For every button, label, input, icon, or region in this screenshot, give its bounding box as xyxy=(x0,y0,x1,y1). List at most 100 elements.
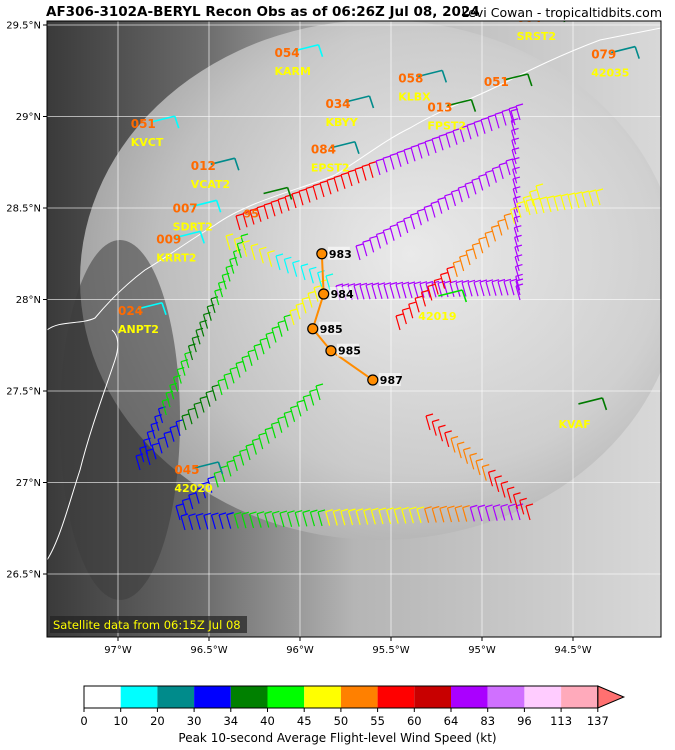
flight-barb xyxy=(284,196,290,211)
flight-barb-flag xyxy=(515,283,524,287)
flight-barb-flag xyxy=(529,189,537,193)
flight-barb-flag xyxy=(223,372,232,376)
colorbar-segment xyxy=(230,686,268,708)
flight-barb xyxy=(497,221,503,236)
flight-barb-flag xyxy=(187,407,196,411)
flight-barb-flag xyxy=(479,279,488,283)
station-id: KBYY xyxy=(325,116,358,129)
flight-barb xyxy=(443,282,449,298)
longitude-labels: 97°W 96.5°W 96°W 95.5°W 95°W 94.5°W xyxy=(104,637,592,656)
flight-barb-flag xyxy=(452,128,461,132)
lon-label: 97°W xyxy=(104,645,132,656)
flight-barb-flag xyxy=(401,506,409,510)
flight-barb xyxy=(512,494,519,509)
flight-barb-flag xyxy=(377,282,386,286)
flight-barb xyxy=(459,256,465,272)
station-value: 058 xyxy=(398,71,423,85)
flight-barb-flag xyxy=(272,510,280,514)
station-barb-flag xyxy=(470,99,477,112)
flight-barb xyxy=(456,443,462,459)
flight-barb-flag xyxy=(335,283,344,287)
colorbar-arrow xyxy=(597,685,626,709)
flight-barb xyxy=(195,330,201,345)
flight-barb-flag xyxy=(581,190,590,194)
flight-barb-flag xyxy=(253,343,262,347)
flight-barb xyxy=(511,140,517,155)
center-label-bg xyxy=(318,321,341,335)
flight-barb-flag xyxy=(312,183,321,187)
flight-barb xyxy=(581,192,587,208)
flight-barb xyxy=(446,268,452,283)
flight-barb xyxy=(332,511,338,526)
flight-barb-flag xyxy=(497,218,505,223)
flight-barb-flag xyxy=(145,448,154,452)
colorbar-tick-label: 20 xyxy=(150,714,165,728)
flight-barb xyxy=(478,239,484,254)
flight-barb xyxy=(193,404,199,419)
station-id: KLBX xyxy=(398,90,431,103)
flight-barb-flag xyxy=(395,281,404,285)
flight-barb xyxy=(175,421,181,436)
flight-barb-flag xyxy=(461,279,470,284)
flight-barb-flag xyxy=(508,503,516,507)
flight-barb-flag xyxy=(513,492,521,496)
flight-barb xyxy=(515,276,521,291)
flight-barb-flag xyxy=(395,313,404,317)
flight-barb xyxy=(512,188,518,203)
flight-barb xyxy=(157,408,164,424)
flight-barb xyxy=(395,284,401,299)
flight-barb-flag xyxy=(432,505,440,510)
flight-barb-flag xyxy=(347,283,356,287)
flight-barb xyxy=(236,243,242,259)
flight-barb xyxy=(382,230,388,245)
flight-barb-flag xyxy=(459,125,468,129)
flight-barb-flag xyxy=(383,227,391,232)
flight-barb-flag xyxy=(419,281,428,285)
flight-barb-flag xyxy=(226,459,235,463)
station-value: 007 xyxy=(173,201,198,215)
flight-barb xyxy=(595,190,601,206)
flight-barb xyxy=(302,512,308,527)
flight-barb-flag xyxy=(514,234,522,238)
flight-barb xyxy=(263,204,269,220)
colorbar xyxy=(83,685,626,709)
lat-label: 29.5°N xyxy=(6,21,41,32)
station-barb-flag xyxy=(234,157,240,171)
flight-barb xyxy=(511,149,517,165)
station-barb-flag xyxy=(601,397,608,411)
flight-barb-flag xyxy=(247,349,256,353)
flight-barb-flag xyxy=(560,193,569,197)
flight-barb xyxy=(340,511,346,526)
station-barb xyxy=(447,98,472,107)
flight-barb-flag xyxy=(233,454,241,458)
flight-barb xyxy=(325,511,331,526)
flight-barb-flag xyxy=(469,452,477,456)
flight-barb-flag xyxy=(383,282,392,286)
flight-barb xyxy=(491,281,497,296)
flight-barb xyxy=(247,351,253,366)
center-pressure-label: 987 xyxy=(380,374,403,387)
flight-barb-flag xyxy=(199,395,208,400)
flight-barb-flag xyxy=(535,183,544,187)
flight-barb xyxy=(375,160,381,176)
page-title: AF306-3102A-BERYL Recon Obs as of 06:26Z… xyxy=(46,4,480,20)
flight-barb-flag xyxy=(258,432,266,436)
colorbar-segment xyxy=(451,686,488,708)
flight-barb xyxy=(389,155,395,170)
flight-barb-flag xyxy=(494,111,503,115)
flight-barb-flag xyxy=(275,253,284,257)
flight-barb-flag xyxy=(277,196,286,201)
flight-barb xyxy=(466,125,472,140)
colorbar-tick-label: 34 xyxy=(223,714,238,728)
station-value: 054 xyxy=(275,46,300,60)
flight-barb-flag xyxy=(355,243,364,247)
flight-barb-flag xyxy=(475,458,484,462)
flight-barb-flag xyxy=(510,108,519,112)
flight-barb-flag xyxy=(295,302,304,306)
flight-barb-flag xyxy=(472,242,480,246)
flight-barb xyxy=(242,213,248,228)
colorbar-segment xyxy=(340,686,378,708)
flight-barb-flag xyxy=(180,513,189,517)
flight-barb-flag xyxy=(500,503,508,508)
